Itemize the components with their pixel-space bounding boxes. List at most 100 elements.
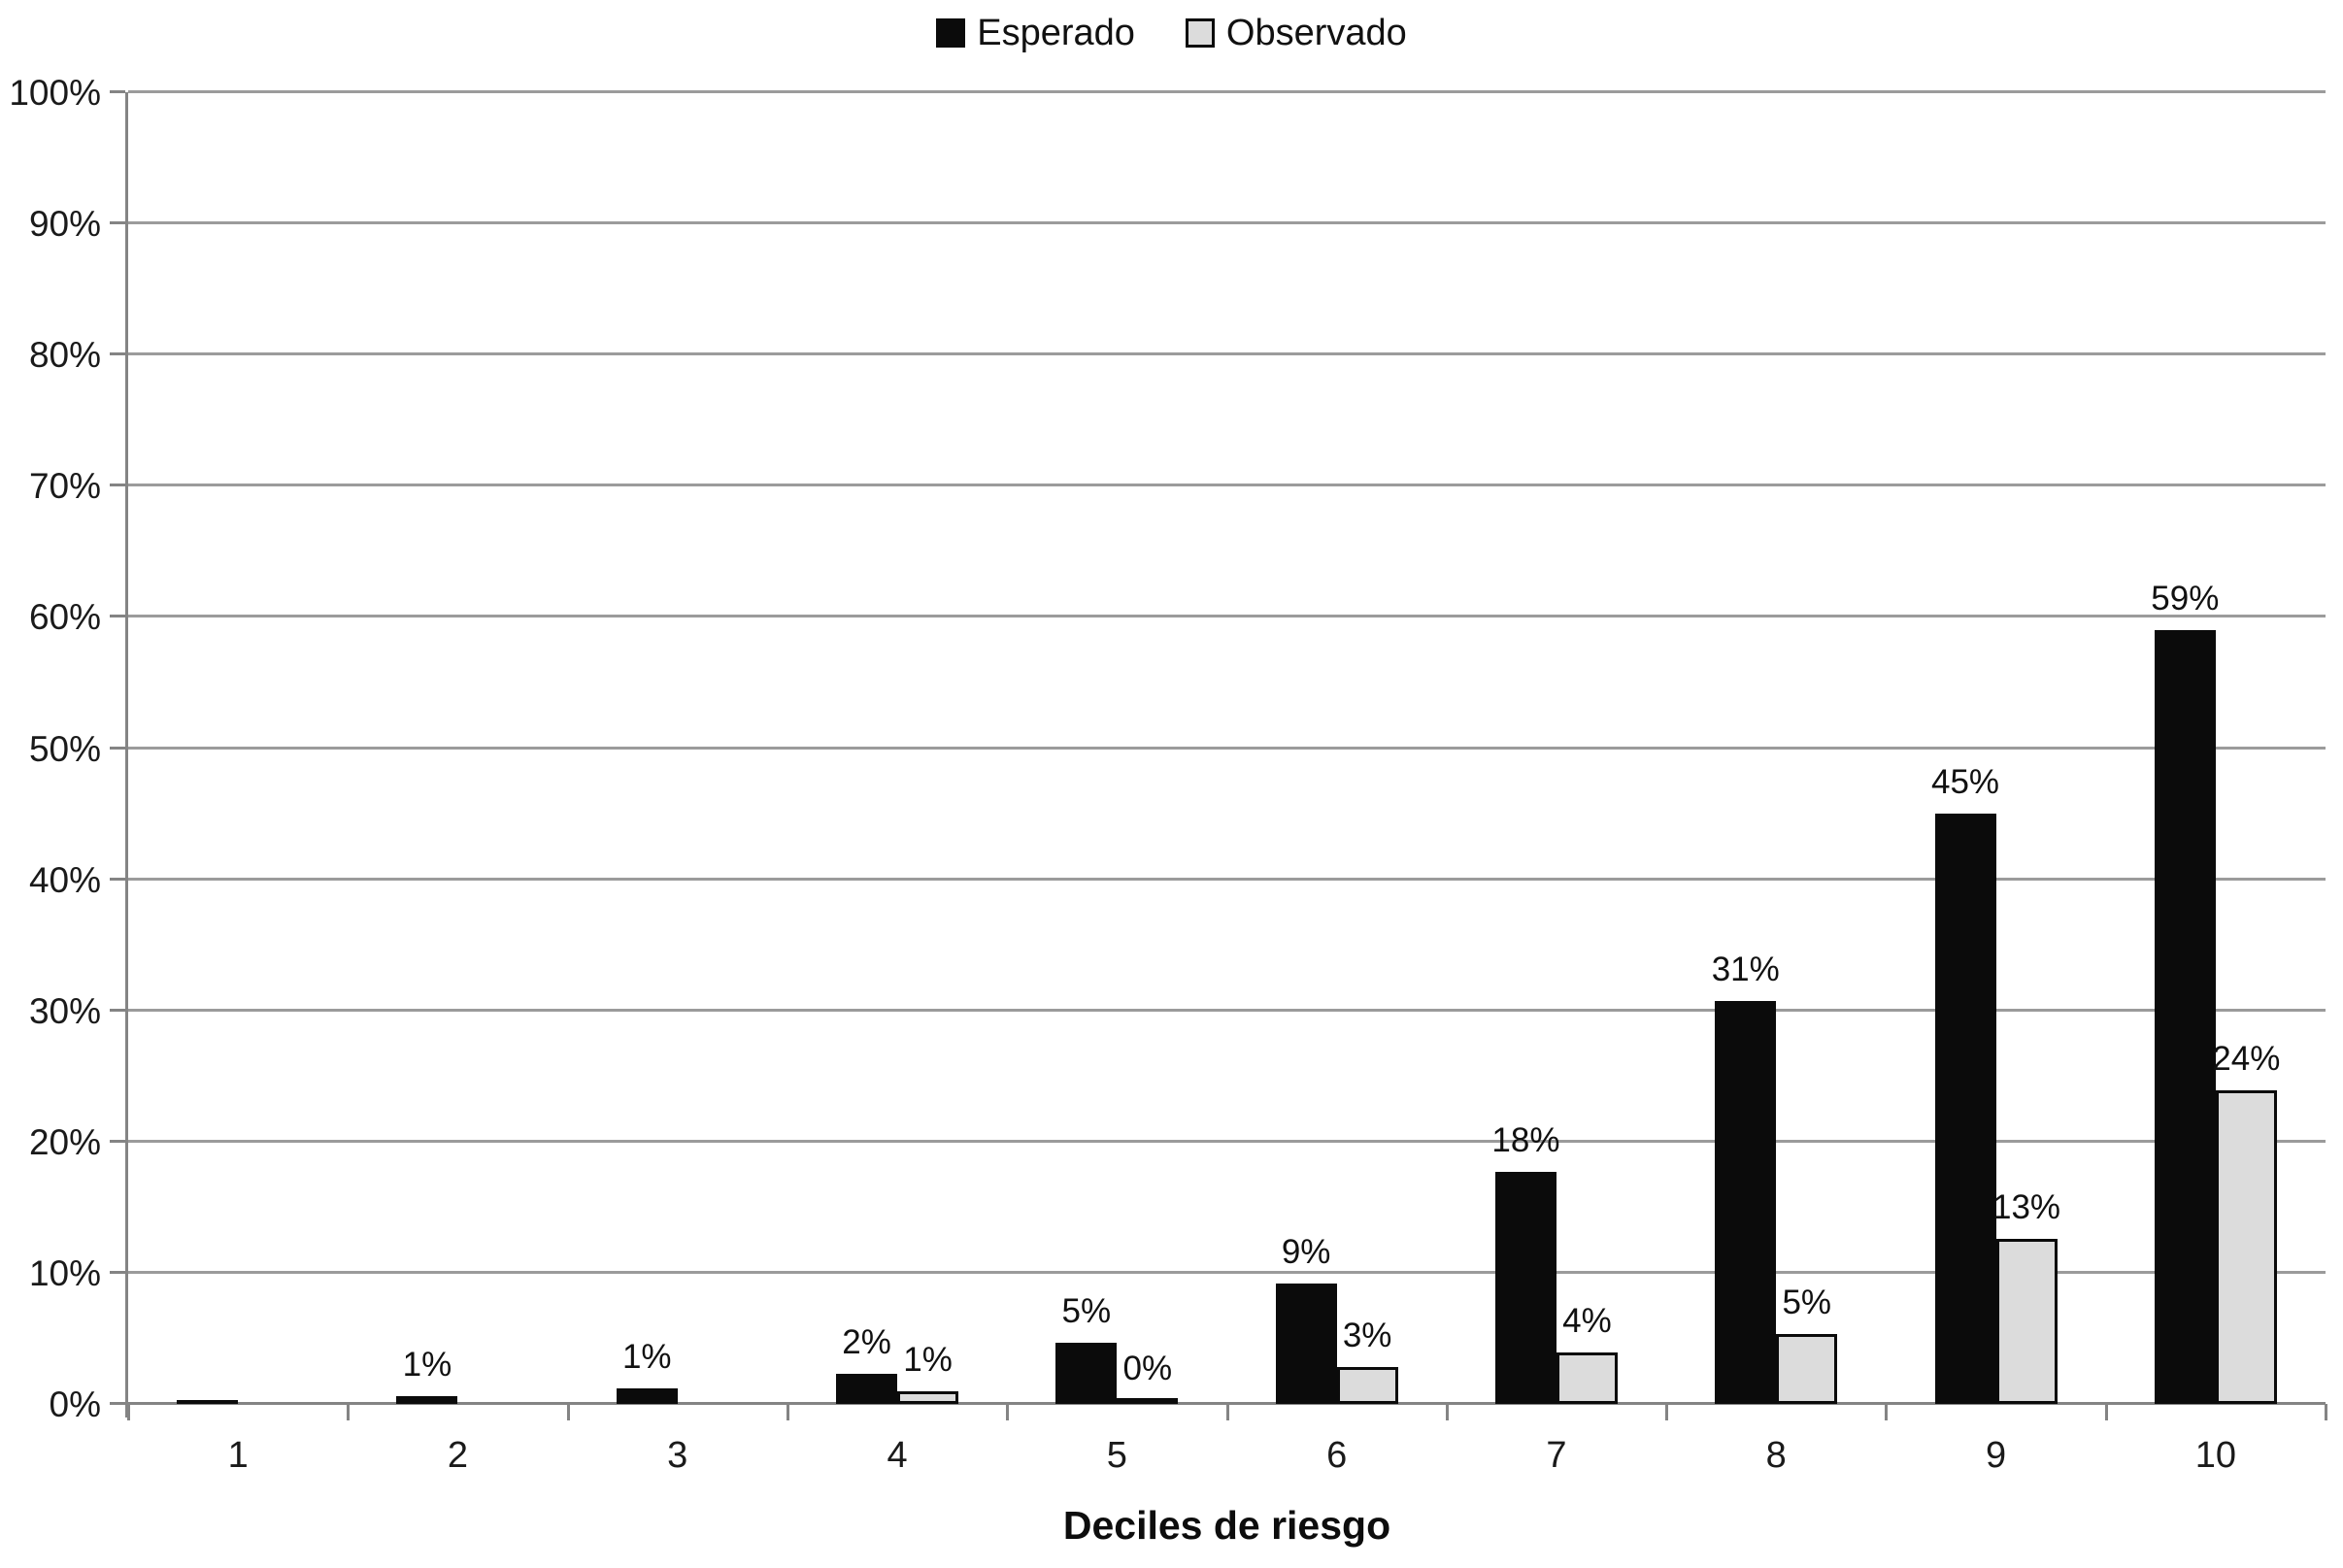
bar-group-decile-2: 1% (348, 92, 567, 1404)
bar-esperado-decile-4 (836, 1373, 898, 1404)
data-label-observado-decile-4: 1% (903, 1340, 953, 1379)
x-axis-tick (127, 1404, 130, 1420)
bar-observado-decile-4 (897, 1390, 959, 1404)
gridline (128, 221, 2326, 225)
x-tick-label-decile-8: 8 (1765, 1435, 1787, 1476)
bar-group-decile-6: 9% 3% (1227, 92, 1447, 1404)
x-tick-label-decile-10: 10 (2194, 1435, 2236, 1476)
bar-esperado-decile-10 (2154, 629, 2216, 1404)
x-axis-tick (786, 1404, 789, 1420)
x-tick-label-decile-4: 4 (887, 1435, 908, 1476)
gridline (128, 746, 2326, 750)
x-axis-tick (1885, 1404, 1889, 1420)
y-axis-tick (110, 90, 125, 93)
legend-item-esperado: Esperado (936, 13, 1135, 54)
x-axis-tick (1665, 1404, 1669, 1420)
y-axis-tick (110, 1402, 125, 1405)
y-axis-tick (110, 615, 125, 618)
data-label-esperado-decile-6: 9% (1281, 1232, 1331, 1271)
legend-label-observado: Observado (1225, 12, 1407, 53)
gridline (128, 1008, 2326, 1012)
bar-group-decile-3: 1% (568, 92, 787, 1404)
gridline (128, 877, 2326, 881)
x-axis-title: Deciles de riesgo (1062, 1503, 1391, 1548)
data-label-esperado-decile-10: 59% (2151, 579, 2220, 617)
x-tick-label-decile-1: 1 (227, 1435, 249, 1476)
data-label-esperado-decile-8: 31% (1711, 951, 1780, 989)
x-axis-tick (2104, 1404, 2108, 1420)
gridline (128, 484, 2326, 487)
x-axis-tick (2325, 1404, 2327, 1420)
x-axis-tick (1445, 1404, 1449, 1420)
y-axis-tick (110, 746, 125, 750)
bar-group-decile-10: 59% 24% (2106, 92, 2326, 1404)
esperado-series-swatch-icon (936, 18, 966, 48)
bar-esperado-decile-8 (1715, 1001, 1777, 1404)
y-axis-line (125, 92, 128, 1418)
y-axis-tick (110, 1270, 125, 1274)
data-label-observado-decile-8: 5% (1782, 1284, 1832, 1322)
bar-esperado-decile-2 (396, 1395, 458, 1404)
gridline (128, 615, 2326, 618)
bar-group-decile-7: 18% 4% (1447, 92, 1666, 1404)
bar-observado-decile-7 (1556, 1352, 1618, 1404)
data-label-esperado-decile-5: 5% (1061, 1291, 1112, 1330)
data-label-esperado-decile-9: 45% (1931, 763, 2000, 802)
bar-group-decile-4: 2% 1% (787, 92, 1007, 1404)
x-axis-line (128, 1402, 2326, 1405)
y-tick-label: 80% (28, 335, 101, 376)
data-label-observado-decile-10: 24% (2212, 1040, 2281, 1079)
bar-observado-decile-9 (1995, 1238, 2058, 1404)
y-tick-label: 30% (28, 990, 101, 1031)
gridline (128, 1270, 2326, 1274)
bar-esperado-decile-3 (616, 1387, 678, 1404)
bar-group-decile-5: 5% 0% (1007, 92, 1226, 1404)
x-axis-tick (1006, 1404, 1010, 1420)
bar-observado-decile-8 (1776, 1334, 1838, 1404)
x-tick-label-decile-6: 6 (1326, 1435, 1348, 1476)
y-tick-label: 70% (28, 466, 101, 507)
x-tick-label-decile-5: 5 (1106, 1435, 1127, 1476)
data-label-esperado-decile-2: 1% (402, 1345, 452, 1384)
data-label-observado-decile-7: 4% (1562, 1302, 1612, 1341)
bar-esperado-decile-6 (1275, 1283, 1337, 1404)
legend-label-esperado: Esperado (977, 12, 1135, 53)
x-axis-tick (347, 1404, 351, 1420)
bar-observado-decile-5 (1117, 1398, 1179, 1404)
data-label-esperado-decile-3: 1% (621, 1337, 672, 1376)
gridline (128, 90, 2326, 93)
y-tick-label: 100% (9, 73, 101, 113)
y-axis-tick (110, 484, 125, 487)
x-tick-label-decile-9: 9 (1985, 1435, 2007, 1476)
observado-series-swatch-icon (1185, 18, 1215, 48)
x-axis-tick (566, 1404, 570, 1420)
data-label-esperado-decile-4: 2% (842, 1322, 891, 1361)
data-label-esperado-decile-7: 18% (1491, 1120, 1560, 1159)
data-label-observado-decile-5: 0% (1122, 1349, 1173, 1387)
gridline (128, 1139, 2326, 1143)
data-label-observado-decile-9: 13% (1992, 1187, 2061, 1226)
data-label-observado-decile-6: 3% (1342, 1317, 1392, 1355)
bar-esperado-decile-5 (1055, 1342, 1118, 1404)
legend-item-observado: Observado (1185, 12, 1407, 54)
bar-group-decile-9: 45% 13% (1886, 92, 2105, 1404)
bar-observado-decile-6 (1336, 1367, 1398, 1404)
y-axis-tick (110, 877, 125, 881)
bar-observado-decile-10 (2215, 1090, 2277, 1404)
y-tick-label: 40% (28, 859, 101, 900)
y-axis-tick (110, 1139, 125, 1143)
chart-legend: Esperado Observado (0, 6, 2343, 60)
bar-group-decile-1 (128, 92, 348, 1404)
x-tick-label-decile-2: 2 (447, 1435, 469, 1476)
y-axis-tick (110, 352, 125, 356)
y-tick-label: 90% (28, 204, 101, 245)
y-axis-tick (110, 221, 125, 225)
x-tick-label-decile-3: 3 (667, 1435, 688, 1476)
x-axis-tick (1225, 1404, 1229, 1420)
y-tick-label: 50% (28, 728, 101, 769)
bar-esperado-decile-9 (1934, 814, 1996, 1404)
y-tick-label: 20% (28, 1121, 101, 1162)
y-tick-label: 0% (49, 1385, 101, 1424)
x-tick-label-decile-7: 7 (1546, 1435, 1567, 1476)
